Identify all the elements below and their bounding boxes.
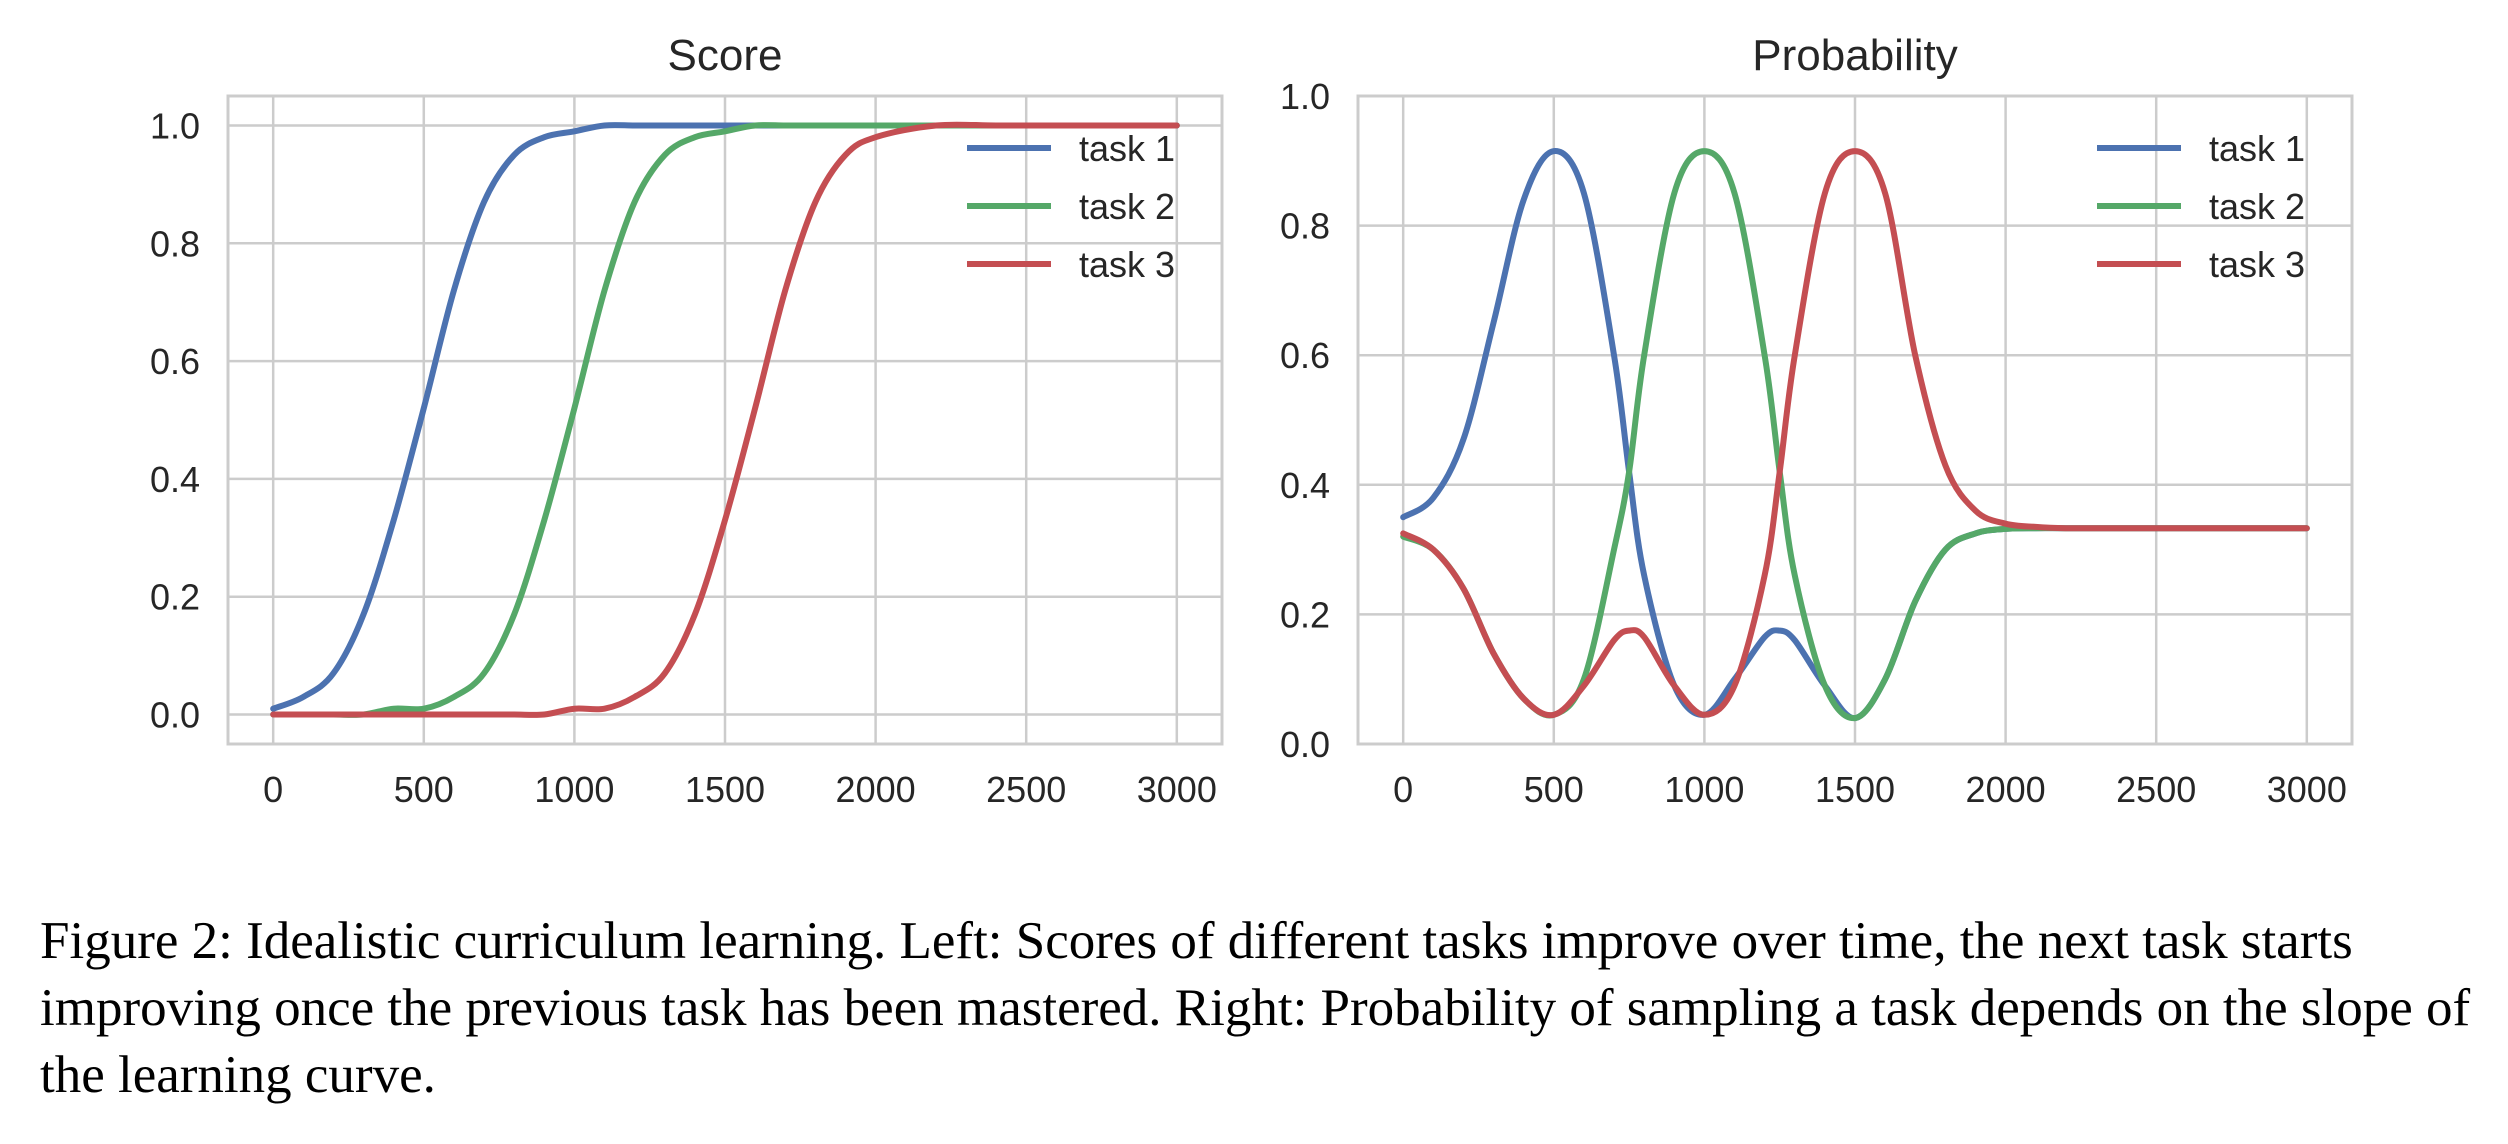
x-tick-label: 2000 — [836, 769, 916, 810]
legend-label-task-3: task 3 — [2209, 244, 2305, 285]
y-tick-label: 0.4 — [150, 459, 200, 500]
y-tick-label: 1.0 — [1280, 76, 1330, 117]
series-line-task-3 — [1400, 148, 2310, 719]
y-tick-label: 1.0 — [150, 105, 200, 146]
x-tick-label: 3000 — [2267, 769, 2347, 810]
y-tick-label: 0.8 — [1280, 206, 1330, 247]
legend-label-task-2: task 2 — [2209, 186, 2305, 227]
legend-label-task-2: task 2 — [1079, 186, 1175, 227]
x-tick-label: 2500 — [2116, 769, 2196, 810]
x-tick-label: 1000 — [534, 769, 614, 810]
score-chart: Score 0 500 1000 1500 2000 2500 3000 0.0 0.2 0.4 0.… — [150, 31, 1224, 810]
y-tick-label: 0.6 — [1280, 335, 1330, 376]
x-tick-label: 1500 — [685, 769, 765, 810]
figure-caption: Figure 2: Idealistic curriculum learning… — [40, 912, 2471, 1104]
plot-frame — [226, 94, 1224, 746]
plot-frame — [1356, 94, 2354, 746]
figure-charts: Score 0 500 1000 1500 2000 2500 3000 0.0 0.2 0.4 0.… — [150, 31, 2354, 810]
x-tick-label: 0 — [263, 769, 283, 810]
y-tick-label: 0.2 — [1280, 594, 1330, 635]
x-tick-label: 2000 — [1966, 769, 2046, 810]
x-tick-label: 1000 — [1664, 769, 1744, 810]
y-tick-label: 0.0 — [1280, 724, 1330, 765]
x-tick-label: 500 — [394, 769, 454, 810]
x-tick-label: 500 — [1524, 769, 1584, 810]
legend-label-task-1: task 1 — [2209, 128, 2305, 169]
y-tick-label: 0.2 — [150, 577, 200, 618]
probability-chart: Probability 0 500 1000 1500 2000 2500 3000 0.0 0.… — [1280, 31, 2354, 810]
x-tick-label: 1500 — [1815, 769, 1895, 810]
y-tick-label: 0.4 — [1280, 465, 1330, 506]
y-tick-label: 0.0 — [150, 695, 200, 736]
figure: Score 0 500 1000 1500 2000 2500 3000 0.0 0.2 0.4 0.… — [150, 31, 2354, 810]
x-tick-label: 0 — [1393, 769, 1413, 810]
x-tick-label: 3000 — [1137, 769, 1217, 810]
y-tick-label: 0.6 — [150, 341, 200, 382]
series-line-task-3 — [270, 121, 1180, 718]
y-tick-label: 0.8 — [150, 223, 200, 264]
chart-title: Score — [668, 31, 783, 80]
legend-label-task-1: task 1 — [1079, 128, 1175, 169]
x-tick-label: 2500 — [986, 769, 1066, 810]
legend-label-task-3: task 3 — [1079, 244, 1175, 285]
chart-title: Probability — [1752, 31, 1957, 80]
